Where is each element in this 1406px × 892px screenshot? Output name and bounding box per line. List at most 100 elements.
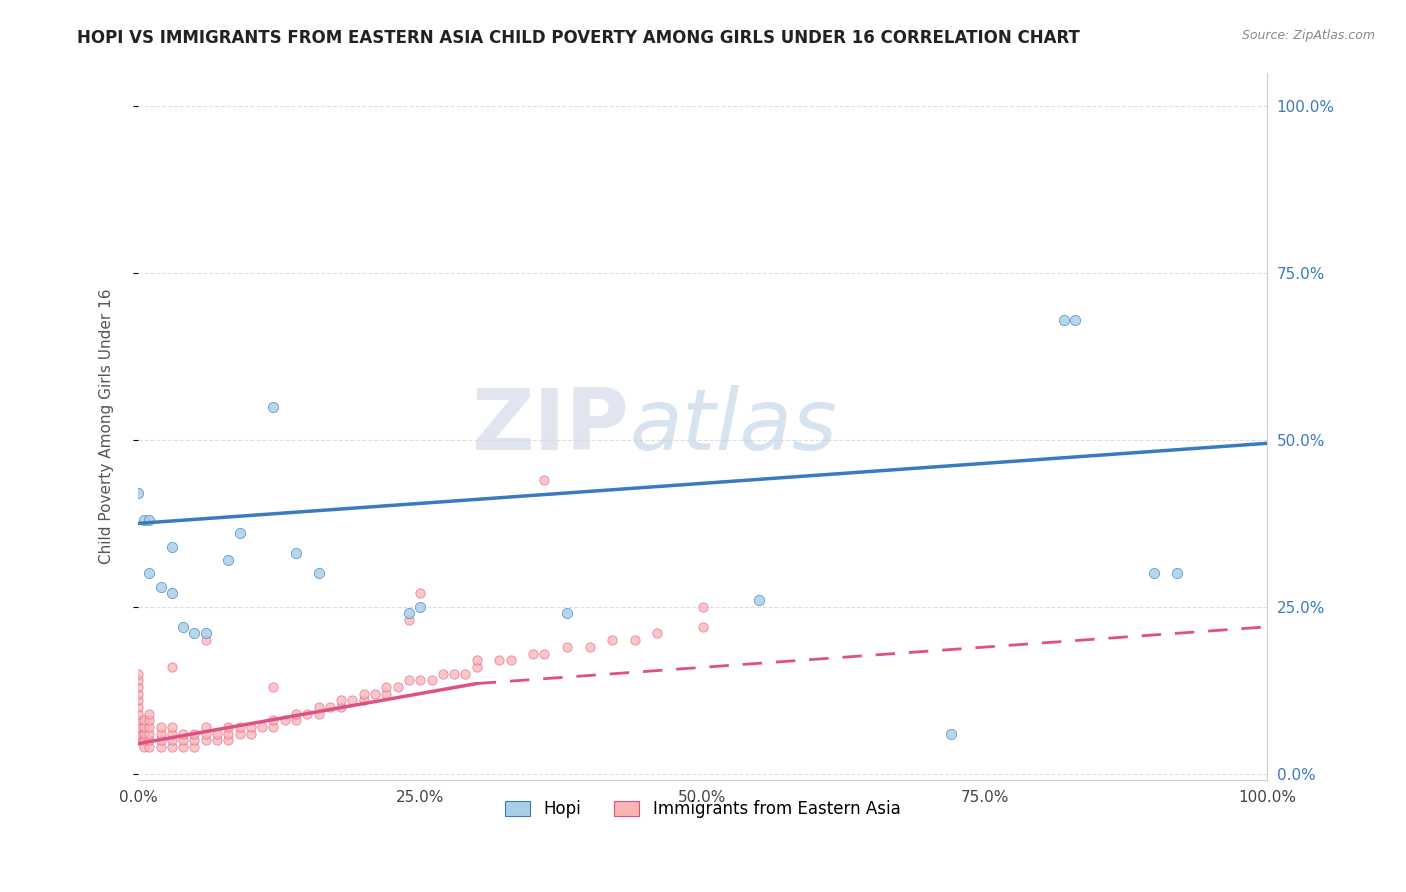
Point xyxy=(443,666,465,681)
Point xyxy=(194,633,217,648)
Point xyxy=(1143,566,1166,581)
Point xyxy=(160,739,183,754)
Point xyxy=(217,733,239,747)
Point xyxy=(138,513,160,527)
Point xyxy=(465,660,488,674)
Point xyxy=(692,599,714,614)
Point xyxy=(1166,566,1188,581)
Point xyxy=(432,666,454,681)
Point xyxy=(127,687,149,701)
Point xyxy=(172,739,194,754)
Point xyxy=(398,613,420,627)
Point xyxy=(217,553,239,567)
Point xyxy=(398,607,420,621)
Point xyxy=(132,739,155,754)
Point xyxy=(127,706,149,721)
Point xyxy=(160,660,183,674)
Point xyxy=(217,720,239,734)
Point xyxy=(183,726,205,740)
Point xyxy=(465,653,488,667)
Point xyxy=(533,473,555,487)
Text: atlas: atlas xyxy=(628,385,837,468)
Point xyxy=(138,706,160,721)
Point xyxy=(1053,313,1076,327)
Point xyxy=(285,713,308,727)
Point xyxy=(205,733,228,747)
Point xyxy=(533,647,555,661)
Text: HOPI VS IMMIGRANTS FROM EASTERN ASIA CHILD POVERTY AMONG GIRLS UNDER 16 CORRELAT: HOPI VS IMMIGRANTS FROM EASTERN ASIA CHI… xyxy=(77,29,1080,46)
Point xyxy=(250,720,273,734)
Point xyxy=(555,607,578,621)
Point xyxy=(398,673,420,688)
Point xyxy=(149,580,172,594)
Point xyxy=(308,699,330,714)
Point xyxy=(149,720,172,734)
Point xyxy=(127,726,149,740)
Point xyxy=(623,633,645,648)
Y-axis label: Child Poverty Among Girls Under 16: Child Poverty Among Girls Under 16 xyxy=(100,289,114,565)
Point xyxy=(172,726,194,740)
Point xyxy=(409,673,432,688)
Point xyxy=(160,726,183,740)
Point xyxy=(647,626,669,640)
Point xyxy=(127,699,149,714)
Point xyxy=(375,687,398,701)
Point xyxy=(149,726,172,740)
Point xyxy=(160,720,183,734)
Point xyxy=(308,706,330,721)
Point xyxy=(138,713,160,727)
Legend: Hopi, Immigrants from Eastern Asia: Hopi, Immigrants from Eastern Asia xyxy=(498,794,907,825)
Point xyxy=(285,706,308,721)
Point xyxy=(183,626,205,640)
Point xyxy=(127,673,149,688)
Point xyxy=(149,739,172,754)
Point xyxy=(160,586,183,600)
Point xyxy=(1064,313,1087,327)
Point xyxy=(409,586,432,600)
Point xyxy=(420,673,443,688)
Point xyxy=(160,733,183,747)
Point xyxy=(692,620,714,634)
Point xyxy=(132,720,155,734)
Point xyxy=(127,733,149,747)
Point xyxy=(149,733,172,747)
Point xyxy=(127,680,149,694)
Point xyxy=(330,699,353,714)
Point xyxy=(127,693,149,707)
Point xyxy=(127,720,149,734)
Point xyxy=(353,693,375,707)
Point xyxy=(183,733,205,747)
Point xyxy=(138,739,160,754)
Point xyxy=(138,720,160,734)
Point xyxy=(330,693,353,707)
Point xyxy=(578,640,600,654)
Point xyxy=(194,720,217,734)
Point xyxy=(160,540,183,554)
Point xyxy=(228,526,250,541)
Point xyxy=(127,733,149,747)
Point xyxy=(138,726,160,740)
Point xyxy=(499,653,522,667)
Point xyxy=(183,739,205,754)
Point xyxy=(127,713,149,727)
Point xyxy=(194,733,217,747)
Point xyxy=(239,726,262,740)
Point xyxy=(217,726,239,740)
Point xyxy=(205,726,228,740)
Point xyxy=(228,726,250,740)
Point xyxy=(297,706,319,721)
Point xyxy=(319,699,342,714)
Point xyxy=(454,666,477,681)
Point xyxy=(194,726,217,740)
Point xyxy=(138,733,160,747)
Text: Source: ZipAtlas.com: Source: ZipAtlas.com xyxy=(1241,29,1375,42)
Point xyxy=(132,513,155,527)
Point xyxy=(127,726,149,740)
Point xyxy=(939,726,962,740)
Point xyxy=(239,720,262,734)
Point xyxy=(353,687,375,701)
Point xyxy=(600,633,623,648)
Point xyxy=(262,400,284,414)
Point xyxy=(364,687,387,701)
Point xyxy=(409,599,432,614)
